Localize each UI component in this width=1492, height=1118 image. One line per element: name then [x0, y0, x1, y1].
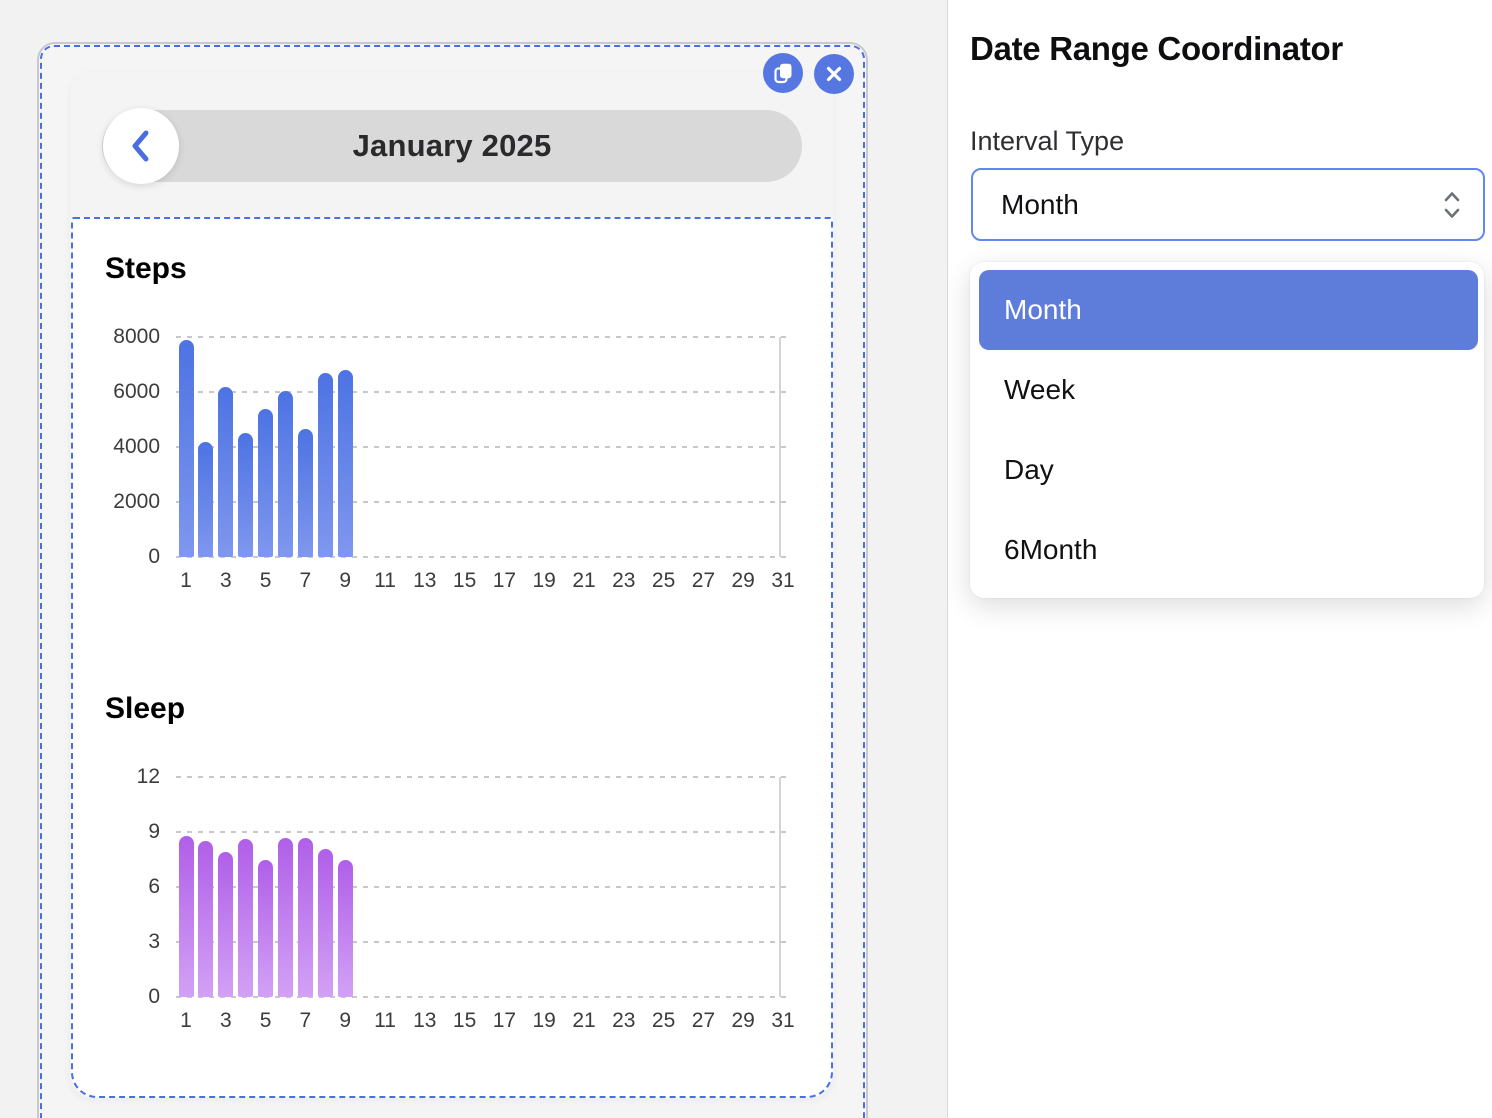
x-tick-label: 17: [492, 1009, 517, 1032]
bar-day-9: [337, 859, 353, 997]
y-tick-label: 4000: [113, 435, 160, 458]
month-navigator-pill: January 2025: [102, 110, 802, 182]
bar-day-9: [337, 370, 353, 557]
x-tick-label: 21: [572, 1009, 596, 1032]
y-tick-label: 8000: [113, 325, 160, 348]
interval-type-menu: Month Week Day 6Month: [970, 262, 1484, 598]
y-tick-label: 12: [136, 765, 160, 788]
selection-dashed-border: [40, 45, 865, 1118]
bar-day-1: [178, 339, 194, 557]
x-tick-label: 13: [413, 1009, 437, 1032]
bar-day-7: [297, 837, 313, 997]
x-tick-label: 7: [299, 1009, 312, 1032]
gridline-0: [176, 996, 792, 998]
bar-day-2: [198, 441, 214, 557]
x-tick-label: 29: [731, 1009, 755, 1032]
sleep-chart-plot: 0 3 6 9 12 1 3 5 7 9 11 13 15 17 19 21 23 25 27 29 31: [137, 765, 795, 1032]
x-tick-label: 1: [180, 569, 192, 592]
x-tick-label: 25: [651, 569, 676, 592]
right-axis-line: [779, 337, 781, 557]
bar-day-2: [198, 841, 214, 997]
x-tick-label: 5: [259, 1009, 272, 1032]
interval-type-select[interactable]: Month: [971, 168, 1485, 241]
bar-day-8: [317, 848, 333, 997]
y-tick-label: 9: [148, 820, 160, 843]
charts-container: [71, 217, 833, 1098]
x-tick-label: 9: [339, 569, 352, 592]
interval-type-label: Interval Type: [970, 126, 1125, 156]
gridline-9: [176, 831, 792, 833]
x-tick-label: 23: [612, 1009, 636, 1032]
bar-day-3: [218, 386, 234, 557]
gridline-6: [176, 886, 792, 888]
gridline-4000: [176, 446, 792, 448]
menu-option-6month[interactable]: 6Month: [1004, 534, 1098, 565]
select-value: Month: [1001, 188, 1079, 220]
y-tick-label: 6: [148, 875, 160, 898]
gridline-0: [176, 556, 792, 558]
inspector-panel: Date Range Coordinator Interval Type Mon…: [949, 0, 1492, 1118]
x-tick-label: 11: [374, 1009, 396, 1032]
x-tick-label: 21: [572, 569, 596, 592]
bar-day-8: [317, 372, 333, 557]
x-tick-label: 19: [532, 1009, 556, 1032]
canvas-area: January 2025 Steps 0 2000 4000 6000 8000 1 3 5 7…: [0, 0, 948, 1118]
gridline-2000: [176, 501, 792, 503]
y-tick-label: 6000: [113, 380, 160, 403]
x-tick-label: 15: [452, 569, 477, 592]
close-icon: [826, 66, 842, 82]
menu-option-month[interactable]: Month: [979, 270, 1478, 350]
gridline-8000: [176, 336, 792, 338]
x-tick-label: 23: [612, 569, 636, 592]
x-tick-label: 17: [492, 569, 517, 592]
x-tick-label: 13: [413, 569, 437, 592]
gridline-12: [176, 776, 792, 778]
bar-day-6: [278, 390, 293, 557]
bar-day-5: [258, 859, 274, 997]
steps-chart-plot: 0 2000 4000 6000 8000 1 3 5 7 9 11 13 15 17 19 21 23 25 27…: [113, 325, 794, 592]
menu-option-day[interactable]: Day: [1004, 454, 1054, 485]
x-tick-label: 31: [771, 1009, 795, 1032]
gridline-3: [176, 941, 792, 943]
month-title: January 2025: [352, 128, 552, 163]
x-tick-label: 29: [731, 569, 755, 592]
bar-day-7: [297, 429, 313, 557]
x-tick-label: 3: [219, 1009, 232, 1032]
bar-day-3: [218, 852, 234, 997]
x-tick-label: 3: [219, 569, 232, 592]
chevron-left-icon: [132, 130, 149, 162]
chevron-up-down-icon: [1444, 191, 1460, 218]
y-tick-label: 0: [148, 545, 160, 568]
bar-day-1: [178, 835, 194, 997]
gridline-6000: [176, 391, 792, 393]
bar-day-4: [238, 839, 254, 997]
x-tick-label: 15: [452, 1009, 477, 1032]
x-tick-label: 5: [259, 569, 272, 592]
x-tick-label: 31: [771, 569, 795, 592]
y-tick-label: 2000: [113, 490, 160, 513]
menu-option-week[interactable]: Week: [1004, 374, 1076, 405]
steps-chart-title: Steps: [105, 252, 187, 285]
close-button[interactable]: [814, 54, 854, 94]
sleep-chart-title: Sleep: [105, 692, 186, 725]
previous-month-button[interactable]: [103, 108, 179, 184]
y-tick-label: 3: [148, 930, 160, 953]
x-tick-label: 11: [374, 569, 396, 592]
x-tick-label: 1: [180, 1009, 192, 1032]
bar-day-6: [278, 837, 293, 997]
x-tick-label: 19: [532, 569, 556, 592]
bar-day-4: [238, 433, 254, 557]
panel-title: Date Range Coordinator: [970, 30, 1343, 67]
x-tick-label: 9: [339, 1009, 352, 1032]
x-tick-label: 27: [691, 569, 716, 592]
x-tick-label: 27: [691, 1009, 716, 1032]
y-tick-label: 0: [148, 985, 160, 1008]
copy-icon: [774, 63, 792, 84]
right-axis-line: [779, 777, 781, 997]
x-tick-label: 7: [299, 569, 312, 592]
duplicate-button[interactable]: [763, 53, 803, 93]
bar-day-5: [258, 408, 274, 557]
x-tick-label: 25: [651, 1009, 676, 1032]
